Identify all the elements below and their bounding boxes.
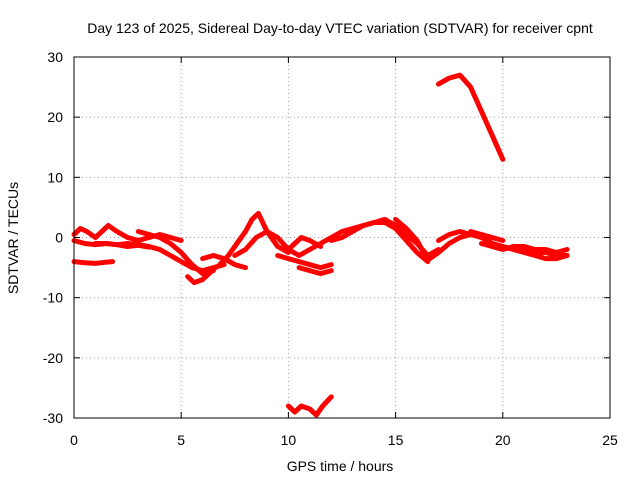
series-track-2 <box>71 223 184 243</box>
x-tick-label-0: 0 <box>70 432 78 448</box>
x-tick-label-10: 10 <box>281 432 297 448</box>
series-track-9 <box>232 229 334 258</box>
y-tick-label--10: -10 <box>43 290 63 306</box>
y-tick-label-0: 0 <box>55 230 63 246</box>
y-tick-label-30: 30 <box>47 49 63 65</box>
series-track-18 <box>468 229 570 262</box>
series-track-6 <box>185 265 218 286</box>
series-track-13 <box>285 394 334 418</box>
x-axis-label: GPS time / hours <box>287 458 394 474</box>
x-tick-label-25: 25 <box>602 432 618 448</box>
series-track-11 <box>285 235 324 252</box>
data-series <box>71 72 570 418</box>
series-track-3 <box>71 259 116 266</box>
series-track-19 <box>478 241 570 255</box>
y-tick-label-20: 20 <box>47 109 63 125</box>
x-tick-label-15: 15 <box>388 432 404 448</box>
y-tick-label--30: -30 <box>43 410 63 426</box>
series-track-5 <box>135 229 216 277</box>
series-track-10 <box>275 253 334 271</box>
axes <box>73 56 611 419</box>
x-tick-label-5: 5 <box>177 432 185 448</box>
tick-labels: 0 5 10 15 20 25 -30 -20 -10 0 10 20 30 <box>43 49 618 448</box>
y-axis-label: SDTVAR / TECUs <box>5 182 21 294</box>
series-track-12 <box>296 265 334 277</box>
chart-title: Day 123 of 2025, Sidereal Day-to-day VTE… <box>87 20 593 36</box>
series-track-20 <box>436 72 506 162</box>
y-tick-label--20: -20 <box>43 350 63 366</box>
series-track-8 <box>217 210 291 268</box>
x-tick-label-20: 20 <box>495 432 511 448</box>
series-track-15 <box>328 220 431 265</box>
y-tick-label-10: 10 <box>47 169 63 185</box>
